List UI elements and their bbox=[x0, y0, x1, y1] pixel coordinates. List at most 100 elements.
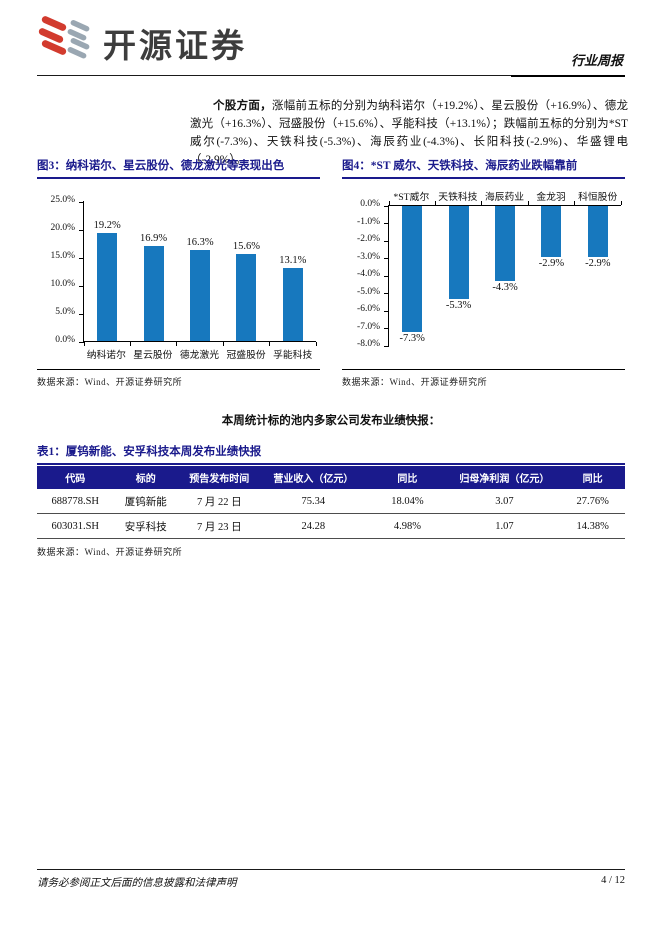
bar-value-label: 16.9% bbox=[140, 233, 168, 245]
bar-孚能科技 bbox=[282, 267, 303, 341]
category-labels: 纳科诺尔 星云股份 德龙激光 冠盛股份 孚能科技 bbox=[83, 347, 316, 361]
y-axis-tick-label: -8.0% bbox=[357, 339, 380, 349]
intro-body: 涨幅前五标的分别为纳科诺尔（+19.2%）、星云股份（+16.9%）、德龙激光（… bbox=[190, 99, 628, 166]
x-tick-mark bbox=[527, 201, 529, 205]
bar-value-label: -4.3% bbox=[492, 282, 518, 294]
y-axis-tick-label: -2.0% bbox=[357, 234, 380, 244]
category-label: 天铁科技 bbox=[438, 192, 478, 203]
x-tick-mark bbox=[434, 201, 436, 205]
y-tick-mark bbox=[79, 201, 84, 203]
category-label: 星云股份 bbox=[133, 350, 173, 361]
x-tick-mark bbox=[481, 201, 483, 205]
x-tick-mark bbox=[574, 201, 576, 205]
y-tick-mark bbox=[384, 205, 389, 207]
y-axis-tick-label: -7.0% bbox=[357, 321, 380, 332]
brand-name: 开源证券 bbox=[103, 26, 247, 64]
figure-4: 图4：*ST 威尔、天铁科技、海辰药业跌幅靠前 0.0% -1.0% -2.0% -3… bbox=[342, 157, 625, 388]
category-label: 金龙羽 bbox=[536, 192, 566, 203]
bar-value-label: -2.9% bbox=[538, 257, 565, 269]
figure-3-title: 图3：纳科诺尔、星云股份、德龙激光等表现出色 bbox=[37, 157, 320, 179]
category-label: 德龙激光 bbox=[179, 350, 220, 361]
bar-value-label: -5.3% bbox=[445, 299, 472, 311]
y-tick-mark bbox=[79, 229, 84, 231]
table-row: 688778.SH 厦钨新能 7 月 22 日 75.34 18.04% 3.07 27.7… bbox=[37, 489, 625, 514]
table-section: 表1：厦钨新能、安孚科技本周发布业绩快报 代码 标的 预告发布时间 营业收入（亿元）同… bbox=[37, 443, 625, 558]
y-tick-mark bbox=[384, 293, 389, 294]
footer-disclaimer: 请务必参阅正文后面的信息披露和法律声明 bbox=[37, 878, 237, 889]
figure-3-source: 数据来源：Wind、开源证券研究所 bbox=[37, 369, 320, 388]
x-tick-mark bbox=[222, 342, 224, 346]
intro-paragraph: 个股方面，涨幅前五标的分别为纳科诺尔（+19.2%）、星云股份（+16.9%）、… bbox=[190, 97, 628, 169]
table-header-cell: 营业收入（亿元） bbox=[260, 466, 367, 489]
table-cell: 4.98% bbox=[366, 513, 449, 539]
category-label: 科恒股份 bbox=[578, 192, 618, 203]
y-axis-tick-label: 0.0% bbox=[360, 199, 380, 209]
bar-value-label: 13.1% bbox=[279, 254, 307, 266]
figure-3: 图3：纳科诺尔、星云股份、德龙激光等表现出色 25.0% 20.0% 15.0% 10… bbox=[37, 157, 320, 388]
figure-3-chart: 25.0% 20.0% 15.0% 10.0% 5.0% 0.0% 19.2% 16.9% 16… bbox=[37, 189, 320, 361]
page-number: 4 / 12 bbox=[601, 875, 625, 886]
category-label: 冠盛股份 bbox=[226, 350, 266, 361]
y-axis-tick-label: -4.0% bbox=[357, 269, 380, 279]
bar-column: 16.3% bbox=[177, 201, 223, 341]
table-header-cell: 同比 bbox=[560, 466, 625, 489]
bar-column: -4.3% bbox=[482, 206, 528, 346]
table-cell: 688778.SH bbox=[37, 489, 114, 514]
y-axis-tick-label: -6.0% bbox=[357, 304, 380, 314]
bar-column: 15.6% bbox=[223, 201, 269, 341]
figure-4-source: 数据来源：Wind、开源证券研究所 bbox=[342, 369, 625, 388]
bar-column: -2.9% bbox=[575, 206, 621, 346]
plot-area: 19.2% 16.9% 16.3% 15.6% 13.1% bbox=[79, 201, 317, 346]
performance-table: 代码 标的 预告发布时间 营业收入（亿元） 同比 归母净利润（亿元） 同比 688778.S… bbox=[37, 466, 625, 539]
figures-row: 图3：纳科诺尔、星云股份、德龙激光等表现出色 25.0% 20.0% 15.0% 10… bbox=[37, 157, 625, 388]
table-header-cell: 代码 bbox=[37, 466, 114, 489]
y-axis: 25.0% 20.0% 15.0% 10.0% 5.0% 0.0% bbox=[37, 189, 81, 361]
x-tick-mark bbox=[176, 342, 178, 346]
y-tick-mark bbox=[79, 341, 84, 343]
report-type-label: 行业周报 bbox=[510, 50, 625, 77]
table-cell: 3.07 bbox=[448, 489, 561, 514]
category-label: 海辰药业 bbox=[484, 192, 525, 203]
announcement-text: 本周统计标的池内多家公司发布业绩快报： bbox=[221, 415, 441, 427]
bar-冠盛股份 bbox=[236, 253, 257, 341]
y-tick-mark bbox=[384, 275, 389, 277]
x-tick-mark bbox=[269, 342, 271, 346]
y-tick-mark bbox=[79, 285, 84, 287]
y-tick-mark bbox=[384, 345, 389, 347]
table-cell: 厦钨新能 bbox=[113, 489, 179, 514]
page-header: 开源证券 行业周报 bbox=[37, 12, 625, 77]
table-cell: 安孚科技 bbox=[113, 513, 179, 539]
table-header-cell: 标的 bbox=[113, 466, 179, 489]
x-tick-mark bbox=[315, 342, 317, 346]
bar-column: 19.2% bbox=[84, 201, 130, 341]
bar-纳科诺尔 bbox=[97, 233, 118, 341]
table-1-source: 数据来源：Wind、开源证券研究所 bbox=[37, 547, 183, 557]
table-header-cell: 同比 bbox=[366, 466, 449, 489]
bar-column: -2.9% bbox=[528, 206, 574, 346]
table-cell: 24.28 bbox=[260, 513, 367, 539]
x-tick-mark bbox=[388, 201, 390, 205]
bar-value-label: -2.9% bbox=[585, 257, 611, 269]
y-axis-tick-label: -5.0% bbox=[357, 286, 380, 297]
table-row: 603031.SH 安孚科技 7 月 23 日 24.28 4.98% 1.07 14.38… bbox=[37, 513, 625, 539]
y-tick-mark bbox=[79, 257, 84, 259]
category-labels: *ST威尔 天铁科技 海辰药业 金龙羽 科恒股份 bbox=[388, 189, 621, 203]
bar-金龙羽 bbox=[541, 206, 562, 257]
page-footer: 请务必参阅正文后面的信息披露和法律声明 4 / 12 bbox=[37, 869, 625, 890]
y-axis-tick-label: 10.0% bbox=[50, 279, 75, 289]
plot-area: -7.3% -5.3% -4.3% -2.9% -2.9% bbox=[384, 201, 622, 347]
bar-value-label: 15.6% bbox=[232, 240, 260, 252]
bar-科恒股份 bbox=[587, 206, 608, 257]
bars-row: -7.3% -5.3% -4.3% -2.9% -2.9% bbox=[389, 206, 621, 346]
intro-lead: 个股方面， bbox=[213, 99, 272, 112]
kaiyuan-logo-icon bbox=[37, 16, 95, 69]
y-axis-tick-label: 25.0% bbox=[50, 195, 75, 205]
y-axis-tick-label: 0.0% bbox=[55, 335, 75, 345]
table-cell: 1.07 bbox=[448, 513, 561, 539]
table-cell: 27.76% bbox=[560, 489, 625, 514]
y-axis-tick-label: 20.0% bbox=[50, 223, 75, 233]
y-axis-tick-label: 15.0% bbox=[50, 251, 75, 261]
figure-4-chart: 0.0% -1.0% -2.0% -3.0% -4.0% -5.0% -6.0% -7.0% -… bbox=[342, 189, 625, 361]
bar-value-label: 19.2% bbox=[93, 220, 121, 232]
brand-logo: 开源证券 bbox=[37, 16, 247, 75]
